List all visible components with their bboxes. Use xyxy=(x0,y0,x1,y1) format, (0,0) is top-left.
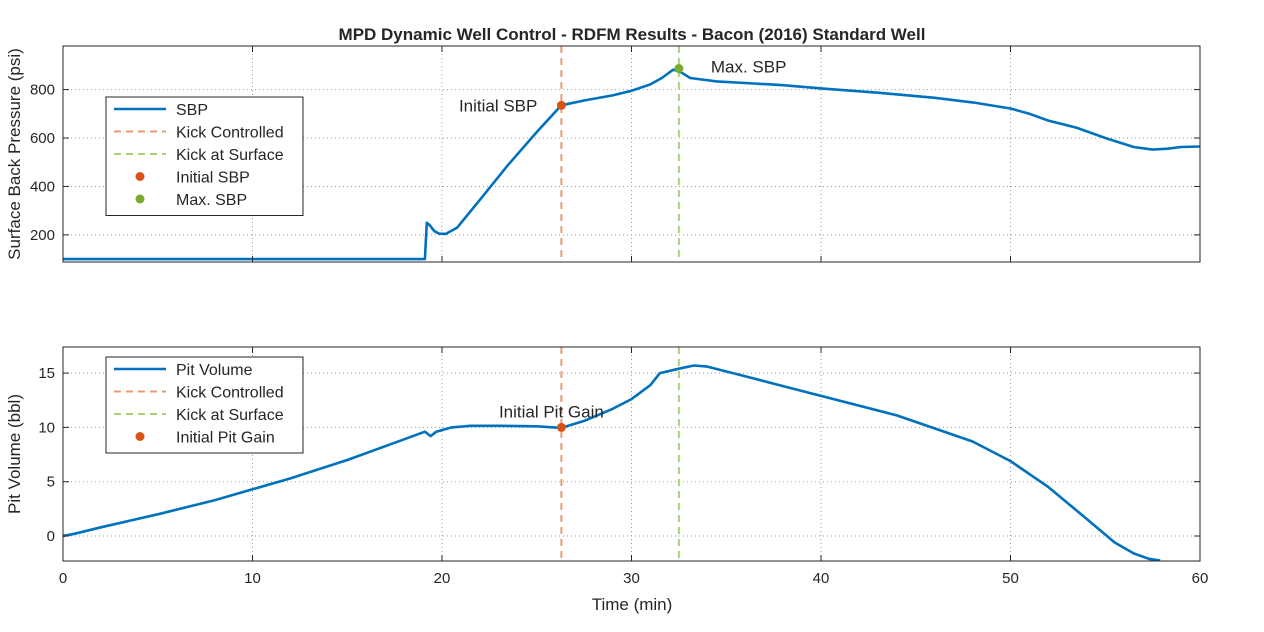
pit-annotation: Initial Pit Gain xyxy=(499,402,604,421)
pit-y-axis-label: Pit Volume (bbl) xyxy=(5,394,24,514)
sbp-legend-label: Kick Controlled xyxy=(176,125,284,142)
x-tick-label: 30 xyxy=(623,570,640,587)
pit-legend-label: Kick at Surface xyxy=(176,407,284,424)
pit-y-tick-label: 15 xyxy=(38,365,55,382)
x-tick-label: 0 xyxy=(59,570,67,587)
pit-volume-plot: Initial Pit Gain 0 5 10 15 0 10 20 30 40 50 60 Pit V… xyxy=(5,346,1209,587)
x-tick-label: 10 xyxy=(244,570,261,587)
sbp-legend-label: Max. SBP xyxy=(176,192,247,209)
pit-series-line xyxy=(63,364,1161,561)
sbp-y-tick-label: 200 xyxy=(30,227,55,244)
sbp-series-line xyxy=(63,68,1200,261)
sbp-y-tick-label: 800 xyxy=(30,82,55,99)
pit-legend-label: Initial Pit Gain xyxy=(176,430,275,447)
pit-legend-label: Pit Volume xyxy=(176,362,253,379)
sbp-y-tick-label: 600 xyxy=(30,130,55,147)
sbp-legend-label: Initial SBP xyxy=(176,170,250,187)
sbp-marker-initial-sbp xyxy=(556,100,566,110)
pit-y-tick-label: 5 xyxy=(47,474,55,491)
sbp-annotation: Initial SBP xyxy=(459,96,537,115)
sbp-annotation: Max. SBP xyxy=(711,58,787,77)
x-tick-label: 20 xyxy=(434,570,451,587)
figure-title: MPD Dynamic Well Control - RDFM Results … xyxy=(339,25,926,44)
pit-legend: Pit Volume Kick Controlled Kick at Surface… xyxy=(105,356,304,454)
x-axis-label: Time (min) xyxy=(592,595,673,614)
sbp-legend: SBP Kick Controlled Kick at Surface Initial… xyxy=(105,96,304,216)
pit-legend-swatch-marker xyxy=(135,432,145,441)
sbp-marker-max-sbp xyxy=(674,64,684,74)
pit-y-tick-label: 10 xyxy=(38,419,55,436)
pit-legend-label: Kick Controlled xyxy=(176,385,284,402)
pit-y-tick-label: 0 xyxy=(47,528,55,545)
sbp-legend-label: SBP xyxy=(176,102,208,119)
x-tick-label: 50 xyxy=(1002,570,1019,587)
sbp-legend-label: Kick at Surface xyxy=(176,147,284,164)
pit-marker-initial-pit-gain xyxy=(556,422,566,432)
x-tick-label: 60 xyxy=(1192,570,1209,587)
sbp-plot: Initial SBP Max. SBP 200 400 600 800 Surface B… xyxy=(5,45,1201,263)
sbp-y-axis-label: Surface Back Pressure (psi) xyxy=(5,48,24,260)
sbp-legend-swatch-marker xyxy=(135,194,145,204)
sbp-legend-swatch-marker xyxy=(135,172,145,181)
sbp-y-tick-label: 400 xyxy=(30,178,55,195)
x-tick-label: 40 xyxy=(813,570,830,587)
